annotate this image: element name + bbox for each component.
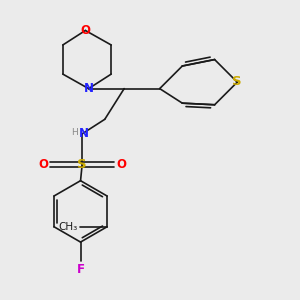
Text: O: O: [80, 24, 90, 37]
Text: S: S: [232, 75, 242, 88]
Text: N: N: [84, 82, 94, 95]
Text: F: F: [76, 263, 85, 276]
Text: N: N: [79, 127, 89, 140]
Text: H: H: [71, 128, 78, 137]
Text: CH₃: CH₃: [59, 222, 78, 232]
Text: S: S: [77, 158, 87, 171]
Text: O: O: [116, 158, 126, 171]
Text: O: O: [38, 158, 48, 171]
